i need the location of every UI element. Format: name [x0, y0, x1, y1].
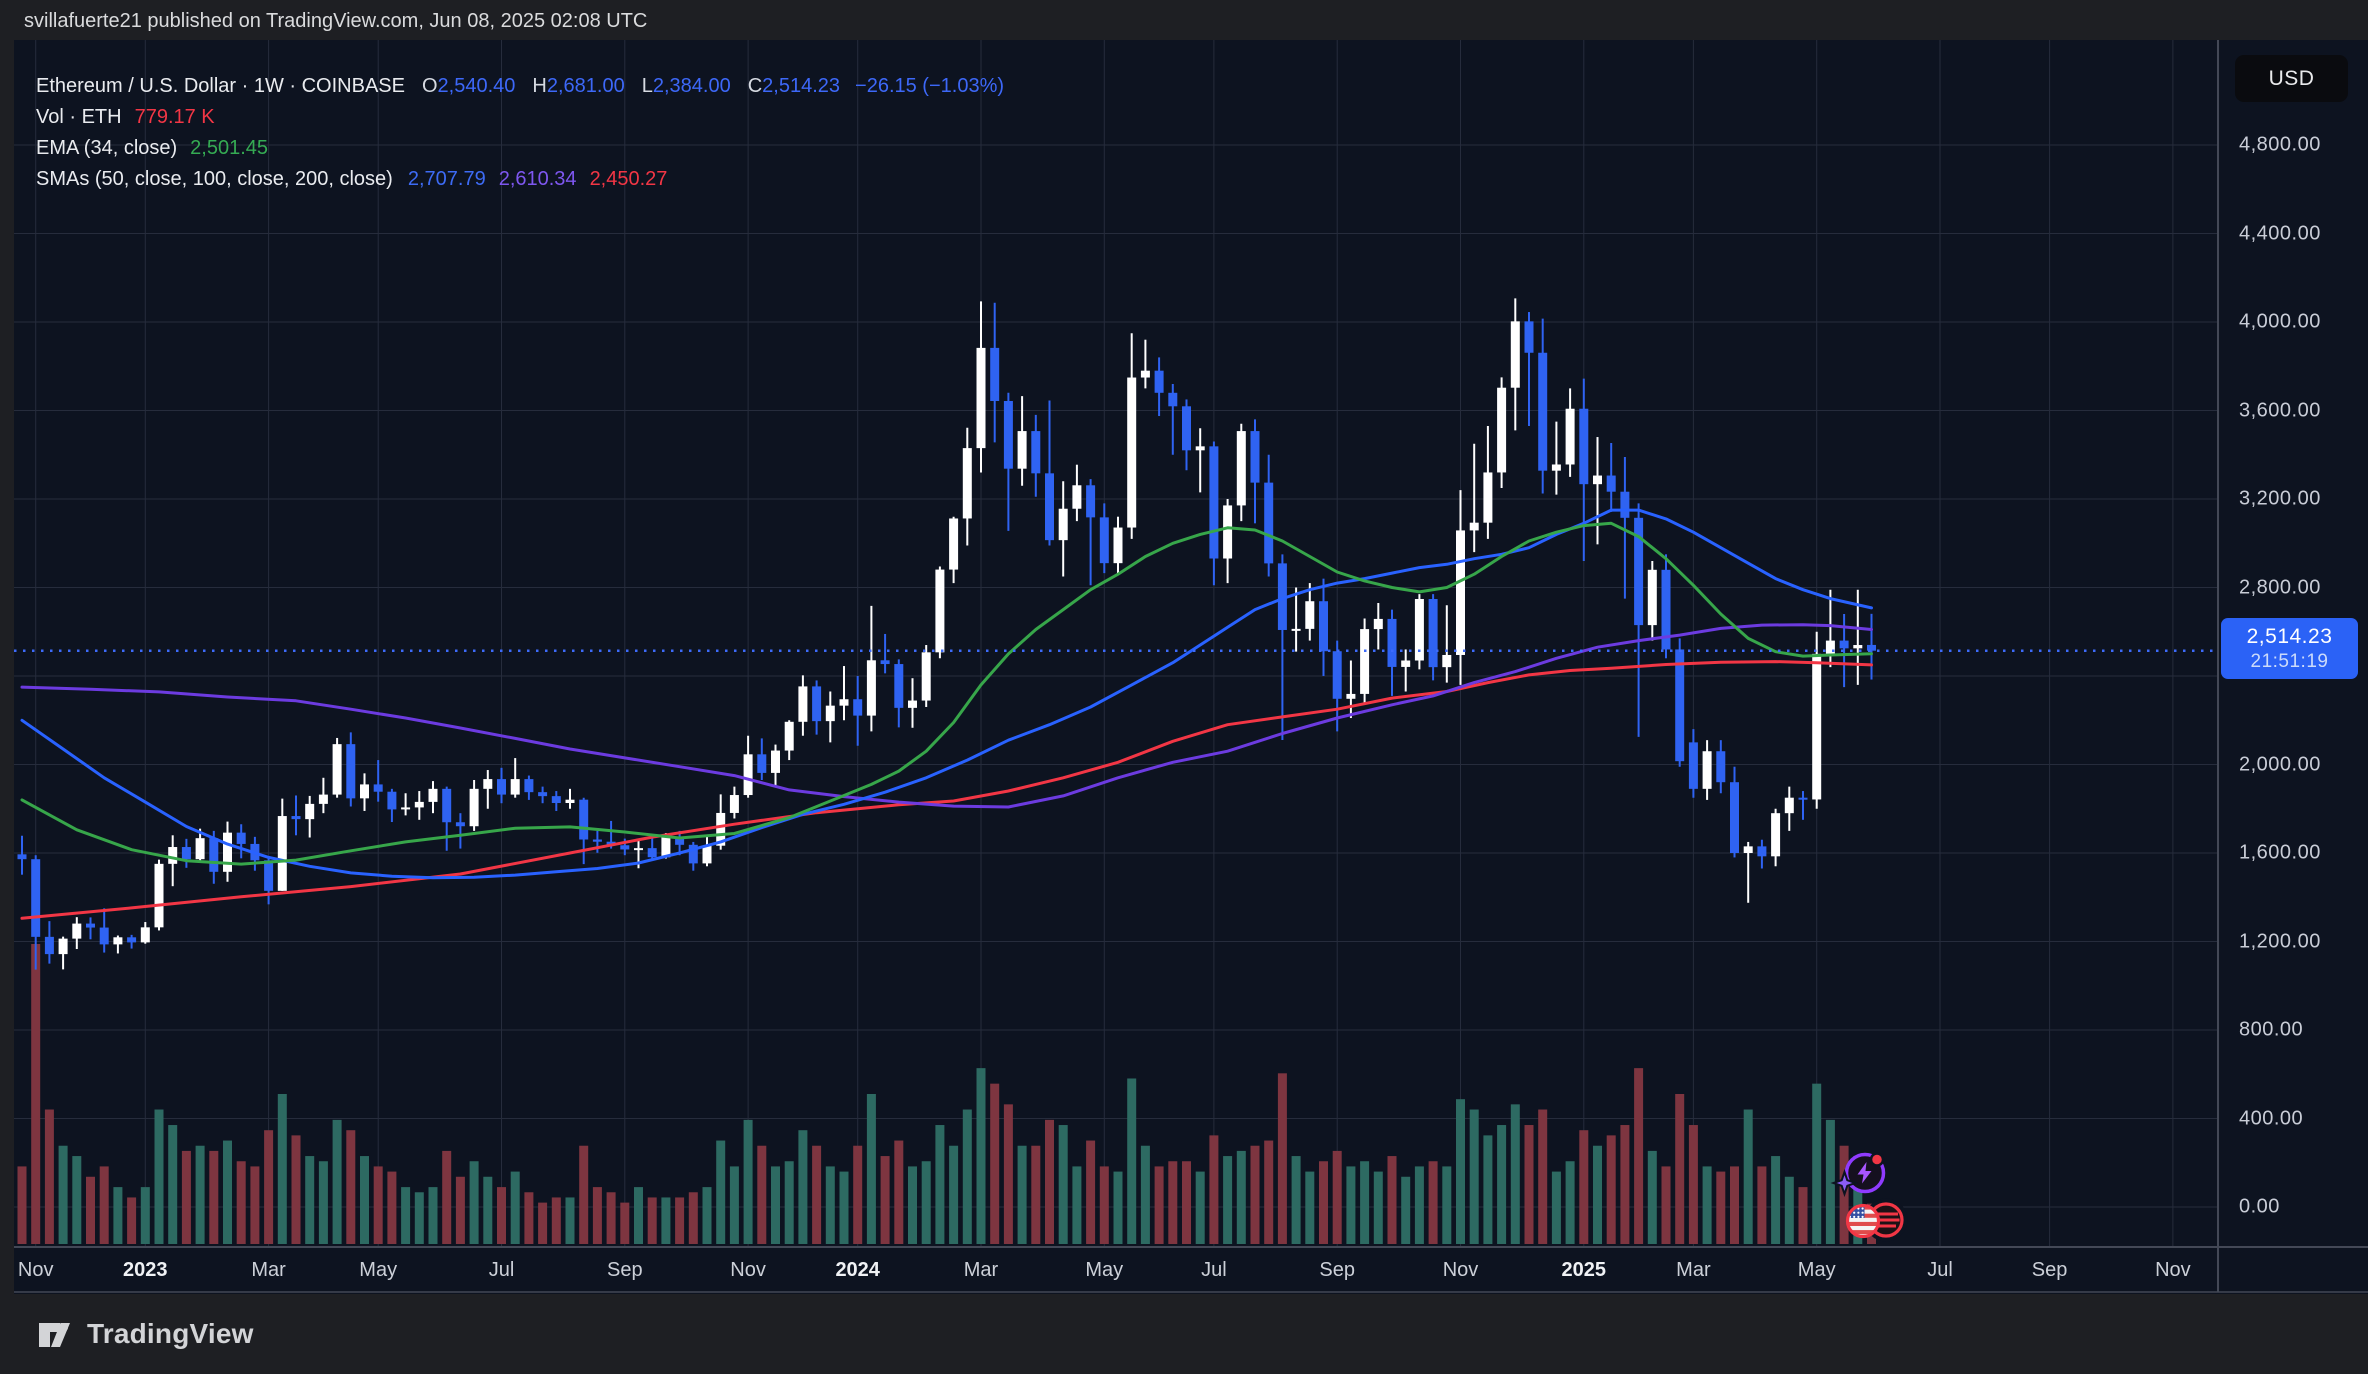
time-label-mar: Mar	[251, 1259, 286, 1281]
tradingview-logo[interactable]: TradingView	[36, 1315, 254, 1353]
price-tick-1200: 1,200.00	[2239, 930, 2321, 952]
snapshot-title: svillafuerte21 published on TradingView.…	[24, 10, 648, 32]
currency-button[interactable]: USD	[2235, 55, 2348, 102]
volume-value: 779.17 K	[134, 106, 215, 128]
low-value: 2,384.00	[652, 75, 731, 97]
time-label-nov: Nov	[17, 1259, 54, 1281]
price-tick-0: 0.00	[2239, 1195, 2280, 1218]
price-tick-1600: 1,600.00	[2239, 841, 2321, 864]
ma-line-sma200	[20, 660, 1873, 920]
time-label-2024: 2024	[835, 1259, 880, 1281]
ema-label: EMA (34, close)	[36, 137, 178, 159]
time-label-jul: Jul	[1201, 1259, 1227, 1281]
legend-ema-row[interactable]: EMA (34, close) 2,501.45	[36, 133, 1004, 164]
axis-borders	[14, 40, 2368, 1293]
ma-line-ema34	[20, 521, 1873, 866]
legend-symbol-row[interactable]: Ethereum / U.S. Dollar · 1W · COINBASE O2…	[36, 71, 1004, 102]
time-label-nov: Nov	[730, 1259, 766, 1281]
change-value: −26.15 (−1.03%)	[855, 75, 1005, 97]
snapshot-footer: TradingView	[0, 1294, 2368, 1374]
time-label-mar: Mar	[1676, 1259, 1711, 1281]
high-value: 2,681.00	[546, 75, 625, 97]
legend-volume-row[interactable]: Vol · ETH 779.17 K	[36, 102, 1004, 133]
ema-value: 2,501.45	[190, 137, 269, 159]
price-tick-800: 800.00	[2239, 1018, 2304, 1041]
price-tick-2800: 2,800.00	[2239, 576, 2321, 598]
sma-label: SMAs (50, close, 100, close, 200, close)	[36, 168, 393, 190]
time-label-sep: Sep	[607, 1259, 643, 1281]
chart-canvas[interactable]: Ethereum / U.S. Dollar · 1W · COINBASE O2…	[14, 40, 2368, 1294]
time-label-may: May	[359, 1259, 398, 1281]
sma50-value: 2,707.79	[407, 168, 486, 190]
ma-line-sma50	[20, 508, 1873, 880]
countdown-timer: 21:51:19	[2250, 650, 2329, 672]
chart-plot-svg	[14, 40, 2368, 1293]
chart-legend: Ethereum / U.S. Dollar · 1W · COINBASE O2…	[36, 71, 1004, 195]
symbol-title: Ethereum / U.S. Dollar · 1W · COINBASE	[36, 75, 405, 97]
chart-widget: Ethereum / U.S. Dollar · 1W · COINBASE O2…	[0, 40, 2368, 1294]
time-label-may: May	[1797, 1259, 1836, 1281]
price-tick-400: 400.00	[2239, 1107, 2304, 1129]
price-tick-2000: 2,000.00	[2239, 753, 2321, 775]
volume-bars	[17, 944, 1876, 1244]
time-axis[interactable]: Nov 2023 Mar May Jul Sep Nov 2024 Mar May Jul Sep No…	[14, 1247, 2368, 1292]
close-label: C	[747, 75, 763, 97]
sma200-value: 2,450.27	[589, 168, 668, 190]
open-label: O	[421, 75, 438, 97]
time-label-2025: 2025	[1561, 1259, 1607, 1281]
price-tick-3200: 3,200.00	[2239, 487, 2321, 510]
time-label-jul: Jul	[488, 1259, 515, 1281]
low-label: L	[641, 75, 653, 97]
grid-lines	[14, 40, 2218, 1247]
ma-line-sma100	[20, 623, 1873, 809]
lightning-event-icon[interactable]	[1830, 1152, 1886, 1198]
tradingview-mark-icon	[39, 1323, 70, 1347]
close-value: 2,514.23	[762, 75, 841, 97]
time-label-may: May	[1085, 1259, 1124, 1281]
time-label-2023: 2023	[123, 1259, 168, 1281]
price-tick-4400: 4,400.00	[2239, 222, 2321, 244]
time-label-nov: Nov	[2155, 1259, 2191, 1281]
sma100-value: 2,610.34	[498, 168, 577, 190]
time-label-sep: Sep	[1319, 1259, 1355, 1281]
time-label-sep: Sep	[2031, 1259, 2068, 1281]
high-label: H	[532, 75, 547, 97]
open-value: 2,540.40	[437, 75, 516, 97]
price-tick-3600: 3,600.00	[2239, 399, 2321, 421]
legend-sma-row[interactable]: SMAs (50, close, 100, close, 200, close)…	[36, 164, 1004, 195]
candlesticks	[17, 298, 1876, 970]
price-tick-4800: 4,800.00	[2239, 133, 2321, 156]
tradingview-brand-text: TradingView	[87, 1318, 254, 1349]
snapshot-header: svillafuerte21 published on TradingView.…	[0, 0, 2368, 40]
price-tick-4000: 4,000.00	[2239, 310, 2321, 333]
time-label-nov: Nov	[1442, 1259, 1479, 1281]
time-label-jul: Jul	[1927, 1259, 1953, 1281]
last-price-value: 2,514.23	[2246, 624, 2333, 648]
us-economic-events-icon[interactable]	[1845, 1198, 1908, 1242]
volume-label: Vol · ETH	[36, 106, 122, 128]
ma-overlays	[20, 508, 1873, 920]
last-price-badge: 2,514.23 21:51:19	[2221, 617, 2358, 679]
time-label-mar: Mar	[963, 1259, 999, 1281]
price-axis[interactable]: USD 2,514.23 21:51:19 4,800.00 4,400.00 4,…	[2218, 40, 2368, 1294]
